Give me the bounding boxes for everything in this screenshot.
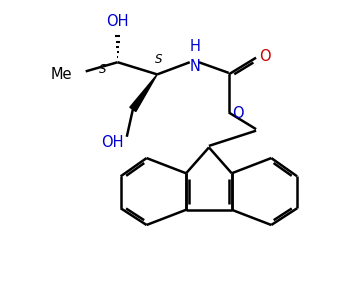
Text: OH: OH [101, 135, 124, 150]
Text: O: O [232, 107, 243, 122]
Text: OH: OH [106, 14, 129, 29]
Polygon shape [130, 74, 157, 111]
Text: S: S [155, 53, 162, 66]
Text: N: N [190, 59, 201, 74]
Text: O: O [259, 49, 271, 64]
Text: Me: Me [51, 67, 72, 82]
Text: S: S [99, 63, 106, 76]
Text: H: H [190, 39, 201, 54]
